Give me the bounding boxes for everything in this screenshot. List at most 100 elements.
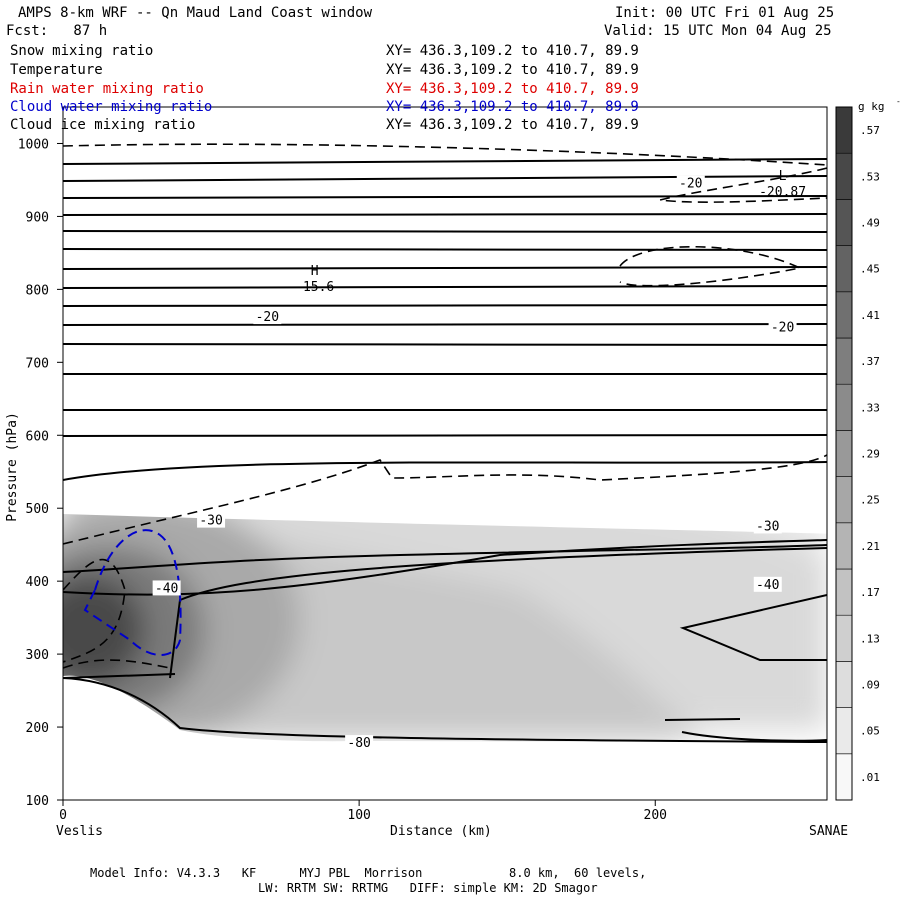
contour-label-bg <box>152 580 181 596</box>
contour-label: -20 <box>256 310 279 325</box>
extremum-marker: L <box>779 169 787 184</box>
contour-label-bg <box>345 735 374 751</box>
contour-label-bg <box>753 576 782 592</box>
colorbar-tick-label: .45 <box>860 263 880 276</box>
valid-time: Valid: 15 UTC Mon 04 Aug 25 <box>604 23 832 39</box>
contour-label-bg <box>197 512 226 528</box>
temperature-isotherm <box>63 230 827 233</box>
shade-core <box>63 575 145 685</box>
model-info-line1: Model Info: V4.3.3 KF MYJ PBL Morrison 8… <box>90 866 647 880</box>
colorbar: .01 .05 .09 .13 .17 .21 .25 .29 .33 .37 .41 .45 .49.… <box>835 97 900 801</box>
colorbar-swatch <box>835 661 853 708</box>
y-tick-label: 200 <box>26 721 49 736</box>
snow-mixing-ratio-shading <box>63 107 827 800</box>
contour-label-bg <box>753 518 782 534</box>
colorbar-swatch <box>835 152 853 200</box>
field-xy: XY= 436.3,109.2 to 410.7, 89.9 <box>386 81 639 97</box>
colorbar-tick-label: .01 <box>860 771 880 784</box>
field-name: Cloud water mixing ratio <box>10 99 213 115</box>
temperature-isotherm <box>63 323 827 326</box>
contour-label: -30 <box>756 519 779 534</box>
temperature-isotherm <box>664 718 741 721</box>
field-name: Snow mixing ratio <box>10 43 154 59</box>
colorbar-tick-label: .57 <box>860 124 880 137</box>
temperature-isotherm <box>679 594 827 661</box>
cloud-ice-contour <box>63 454 827 545</box>
field-xy: XY= 436.3,109.2 to 410.7, 89.9 <box>386 99 639 115</box>
contour-label: -40 <box>155 581 178 596</box>
model-info-line2: LW: RRTM SW: RRTMG DIFF: simple KM: 2D S… <box>258 881 598 895</box>
field-xy: XY= 436.3,109.2 to 410.7, 89.9 <box>386 43 639 59</box>
field-xy: XY= 436.3,109.2 to 410.7, 89.9 <box>386 117 639 133</box>
cloud-ice-contour <box>659 167 827 203</box>
plot-frame <box>62 106 828 801</box>
y-tick-label: 500 <box>26 502 49 517</box>
colorbar-tick-label: .05 <box>860 725 880 738</box>
colorbar-swatch <box>835 199 853 246</box>
temperature-isotherm <box>63 544 827 573</box>
temperature-isotherm <box>681 731 827 742</box>
colorbar-swatch <box>835 522 853 570</box>
contour-label: -20 <box>771 320 794 335</box>
extremum-value: -15.6 <box>295 280 334 295</box>
temperature-isotherm <box>63 304 827 307</box>
contour-label-bg <box>768 319 797 335</box>
colorbar-unit-exponent: -1 <box>896 97 900 106</box>
temperature-isotherm <box>63 434 827 437</box>
colorbar-tick-label: .25 <box>860 494 880 507</box>
y-tick-label: 400 <box>26 575 49 590</box>
colorbar-unit: g kg <box>858 100 885 113</box>
temperature-isotherm <box>63 266 827 270</box>
cloud-water-contour <box>83 529 182 656</box>
colorbar-tick-label: .17 <box>860 586 880 599</box>
contour-label: -20 <box>679 177 702 192</box>
contour-labels: -80 -40 -40 -30 -30 -20 -20 -20 H-15.6 L-20.87 <box>152 169 806 751</box>
colorbar-swatch <box>835 245 853 293</box>
x-tick-label: 0 <box>59 808 67 823</box>
y-tick-label: 700 <box>26 356 49 371</box>
contour-label-bg <box>676 175 705 191</box>
temperature-isotherm <box>63 248 827 251</box>
colorbar-swatch <box>835 568 853 616</box>
colorbar-swatch <box>835 291 853 339</box>
x-tick-label: 200 <box>644 808 667 823</box>
y-tick-label: 100 <box>26 794 49 809</box>
y-tick-label: 800 <box>26 283 49 298</box>
cloud-ice-contour <box>63 558 126 663</box>
colorbar-tick-label: .09 <box>860 679 880 692</box>
contour-label: -80 <box>347 736 370 751</box>
temperature-contours <box>63 143 827 743</box>
colorbar-tick-label: .53 <box>860 170 880 183</box>
temperature-isotherm <box>63 195 827 199</box>
colorbar-tick-label: .41 <box>860 309 880 322</box>
field-xy: XY= 436.3,109.2 to 410.7, 89.9 <box>386 62 639 78</box>
x-axis-label: Distance (km) <box>390 824 492 839</box>
colorbar-tick-label: .49 <box>860 217 880 230</box>
init-time: Init: 00 UTC Fri 01 Aug 25 <box>615 5 835 21</box>
colorbar-tick-label: .21 <box>860 540 880 553</box>
colorbar-swatch <box>835 707 853 755</box>
extremum-value: -20.87 <box>759 185 806 200</box>
colorbar-frame <box>835 106 853 801</box>
colorbar-swatch <box>835 383 853 431</box>
colorbar-tick-label: .33 <box>860 401 880 414</box>
temperature-isotherm <box>169 547 827 679</box>
colorbar-swatch <box>835 753 853 801</box>
x-tick-label: 100 <box>347 808 370 823</box>
contour-label: -40 <box>756 578 779 593</box>
contour-label-bg <box>253 309 282 325</box>
forecast-hour: Fcst: 87 h <box>6 23 108 39</box>
extremum-marker: H <box>311 264 319 279</box>
temperature-isotherm <box>63 343 827 346</box>
temperature-isotherm <box>63 158 827 165</box>
colorbar-swatch <box>835 614 853 662</box>
terrain-mask <box>63 675 827 800</box>
colorbar-swatch <box>835 430 853 477</box>
y-tick-label: 1000 <box>18 137 49 152</box>
temperature-isotherm <box>63 677 827 743</box>
colorbar-swatch <box>835 476 853 524</box>
x-end-label: SANAE <box>809 824 849 839</box>
colorbar-tick-label: .13 <box>860 632 880 645</box>
y-tick-label: 600 <box>26 429 49 444</box>
